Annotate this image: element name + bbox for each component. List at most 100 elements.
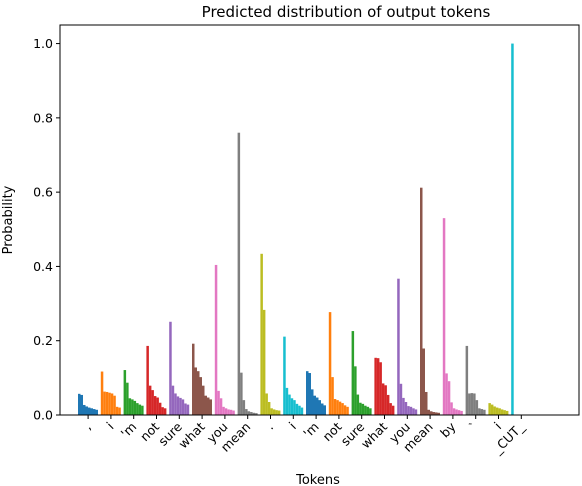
bar	[318, 400, 321, 415]
bar	[300, 407, 304, 415]
x-tick-label: i	[103, 419, 116, 432]
bar	[442, 218, 446, 415]
bars-group	[78, 43, 514, 415]
bar	[432, 412, 435, 415]
bar	[272, 409, 276, 415]
bar	[420, 187, 423, 415]
bar	[229, 409, 233, 415]
bar	[295, 403, 299, 415]
bar	[351, 331, 355, 415]
bar	[192, 343, 195, 415]
bar	[298, 405, 301, 415]
bar	[250, 412, 253, 415]
bar	[245, 409, 248, 415]
bar	[311, 389, 314, 415]
bar	[505, 410, 509, 415]
bar	[445, 373, 448, 415]
bar	[176, 396, 180, 415]
bar	[288, 394, 291, 415]
bar	[354, 366, 357, 415]
bar	[412, 408, 415, 415]
bar	[252, 412, 256, 415]
bar	[161, 407, 164, 415]
bar	[217, 390, 220, 415]
bar	[105, 391, 109, 415]
bar	[321, 403, 324, 415]
bar	[290, 398, 294, 415]
bar	[407, 406, 410, 415]
bar	[425, 391, 428, 415]
bar	[118, 407, 121, 415]
bar	[473, 393, 476, 415]
y-tick-label: 0.8	[33, 110, 53, 125]
bar	[174, 393, 177, 415]
bar	[255, 413, 258, 415]
bar	[136, 403, 139, 415]
bar	[232, 410, 235, 415]
bar	[427, 409, 430, 415]
bar	[184, 403, 187, 415]
bar	[328, 312, 332, 415]
bar	[293, 400, 296, 415]
bar	[283, 336, 286, 415]
bar	[123, 370, 127, 415]
bar	[146, 345, 149, 415]
bar	[247, 411, 251, 415]
bar	[204, 395, 207, 415]
bar	[169, 321, 172, 415]
bar	[460, 410, 463, 415]
bar	[103, 391, 106, 415]
bar	[186, 404, 190, 415]
y-axis-label: Probability	[1, 185, 16, 254]
bar	[495, 407, 499, 415]
bar	[468, 393, 471, 415]
y-tick-label: 0.6	[33, 185, 53, 200]
chart-title: Predicted distribution of output tokens	[202, 3, 491, 21]
bar	[207, 397, 210, 415]
bar	[202, 385, 205, 415]
bar	[128, 398, 132, 415]
bar	[366, 406, 370, 415]
bar	[402, 397, 405, 415]
bar	[511, 43, 514, 415]
bar	[240, 372, 243, 415]
bar	[356, 394, 360, 415]
bar	[475, 400, 479, 415]
bar	[227, 409, 230, 415]
bar	[108, 392, 111, 415]
bar	[151, 390, 154, 415]
bar	[133, 400, 137, 415]
bar	[95, 409, 98, 415]
bar	[341, 403, 344, 415]
bar	[498, 408, 501, 415]
y-tick-label: 0.4	[33, 259, 53, 274]
bar	[153, 396, 157, 415]
bar	[158, 402, 162, 415]
bar	[267, 402, 271, 415]
bar	[361, 403, 365, 415]
bar	[115, 406, 119, 415]
bar	[110, 393, 114, 415]
bar	[242, 400, 246, 415]
bar	[397, 278, 400, 415]
bar	[404, 402, 408, 415]
bar	[141, 405, 144, 415]
bar	[478, 408, 481, 415]
bar	[179, 397, 182, 415]
bar	[171, 385, 175, 415]
y-axis: 0.0 0.2 0.4 0.6 0.8 1.0	[33, 36, 60, 423]
bar	[90, 408, 93, 415]
bar	[338, 401, 342, 415]
bar	[414, 409, 418, 415]
bar	[113, 395, 116, 415]
bar	[194, 367, 197, 415]
bar	[364, 405, 367, 415]
bar	[88, 407, 91, 415]
bar	[447, 381, 451, 415]
bar	[374, 357, 377, 415]
bar	[313, 395, 316, 415]
bar	[156, 397, 159, 415]
bar	[138, 404, 142, 415]
bar	[323, 405, 326, 415]
